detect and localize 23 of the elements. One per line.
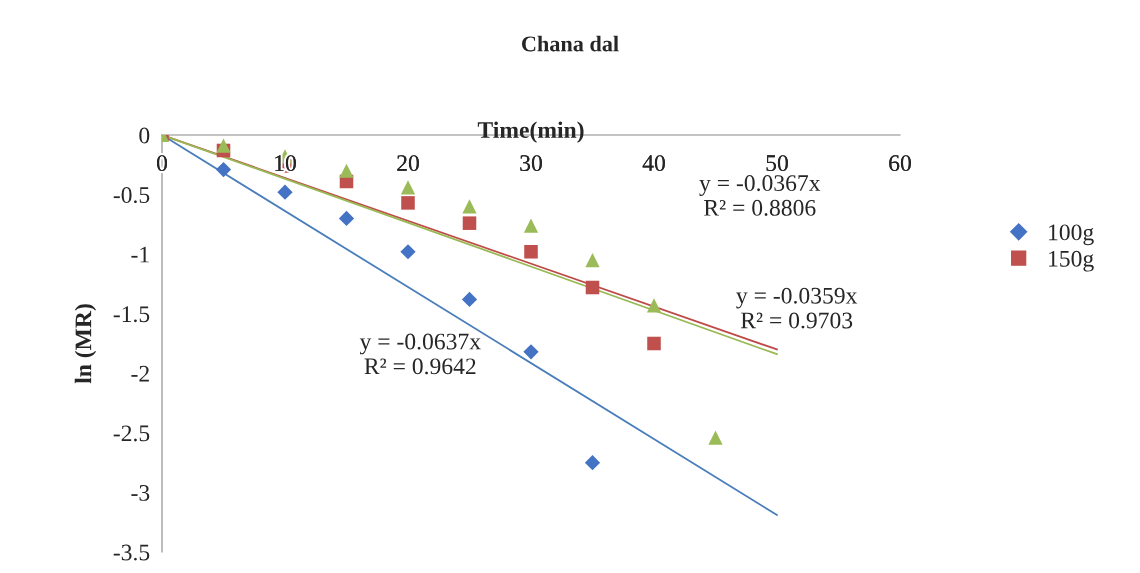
y-tick-label: -1 <box>131 246 149 263</box>
y-tick-label: -3.5 <box>113 544 150 561</box>
annotation: y = -0.0367x R² = 0.8806 <box>699 175 821 216</box>
x-tick-label: 20 <box>397 155 419 172</box>
y-axis-title: ln (MR) <box>74 304 97 384</box>
annotation: y = -0.0637x R² = 0.9642 <box>359 333 481 375</box>
x-tick-label: 50 <box>766 155 788 172</box>
y-tick-label: 0 <box>139 127 150 144</box>
chart-title: Chana dal <box>521 35 619 52</box>
y-tick-label: -2 <box>131 365 149 382</box>
x-tick-label: 60 <box>889 155 911 172</box>
x-tick-label: 40 <box>642 155 665 172</box>
legend-label: 100g <box>1049 224 1094 246</box>
annotation: y = -0.0359x R² = 0.9703 <box>736 287 858 329</box>
y-tick-label: -2.5 <box>113 425 150 442</box>
y-tick-label: -1.5 <box>113 306 150 323</box>
x-axis-title: Time(min) <box>477 121 584 143</box>
y-tick-label: -3 <box>131 484 150 501</box>
y-tick-label: -0.5 <box>113 187 150 204</box>
x-tick-label: 0 <box>157 155 167 172</box>
x-tick-label: 10 <box>275 155 296 172</box>
x-tick-label: 30 <box>520 155 542 172</box>
legend-label: 150g <box>1049 250 1094 272</box>
